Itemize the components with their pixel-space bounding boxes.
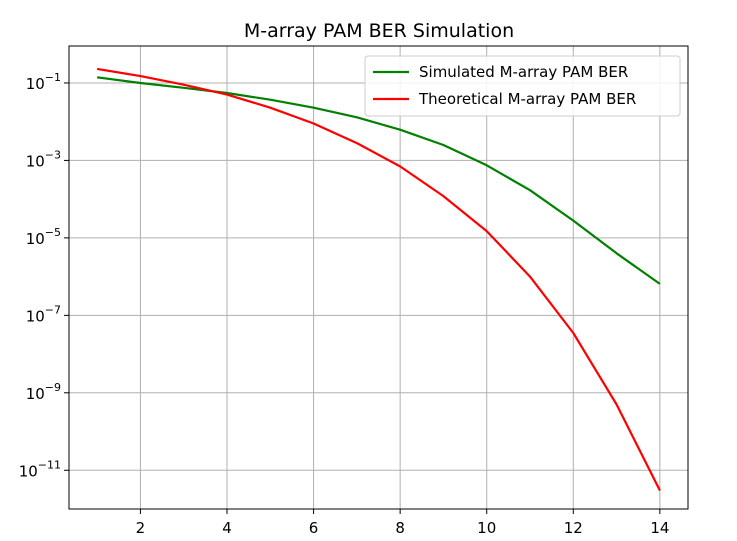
x-tick-label: 6 [309, 519, 319, 537]
y-tick-exponent: −7 [45, 303, 61, 316]
y-axis: 10−110−310−510−710−910−11 [19, 71, 69, 480]
y-tick-base: 10 [19, 462, 38, 480]
y-tick-exponent: −3 [45, 148, 61, 161]
x-tick-label: 12 [564, 519, 583, 537]
y-tick-label: 10−9 [26, 381, 61, 403]
x-tick-label: 8 [395, 519, 405, 537]
y-tick-base: 10 [26, 230, 45, 248]
legend: Simulated M-array PAM BER Theoretical M-a… [364, 55, 681, 117]
y-tick-base: 10 [26, 152, 45, 170]
legend-box [364, 55, 681, 117]
legend-label: Theoretical M-array PAM BER [418, 90, 636, 108]
series-line-theoretical [96, 67, 661, 491]
x-tick-label: 10 [477, 519, 496, 537]
y-tick-base: 10 [26, 75, 45, 93]
series-group [96, 67, 661, 491]
y-tick-label: 10−1 [26, 71, 61, 93]
y-tick-base: 10 [26, 385, 45, 403]
y-tick-exponent: −1 [45, 71, 61, 84]
y-tick-exponent: −11 [38, 458, 61, 471]
x-axis: 2 4 6 8 10 12 14 [136, 509, 669, 537]
chart-title: M-array PAM BER Simulation [244, 20, 514, 42]
x-tick-label: 2 [136, 519, 146, 537]
plot-area [68, 45, 689, 510]
x-tick-label: 4 [222, 519, 232, 537]
legend-label: Simulated M-array PAM BER [419, 63, 628, 81]
y-tick-exponent: −5 [45, 226, 61, 239]
y-tick-label: 10−11 [19, 458, 61, 480]
y-tick-base: 10 [26, 307, 45, 325]
y-tick-label: 10−7 [26, 303, 61, 325]
x-tick-label: 14 [650, 519, 669, 537]
series-line-simulated [96, 76, 661, 285]
y-tick-label: 10−3 [26, 148, 61, 170]
y-tick-exponent: −9 [45, 381, 61, 394]
y-tick-label: 10−5 [26, 226, 61, 248]
